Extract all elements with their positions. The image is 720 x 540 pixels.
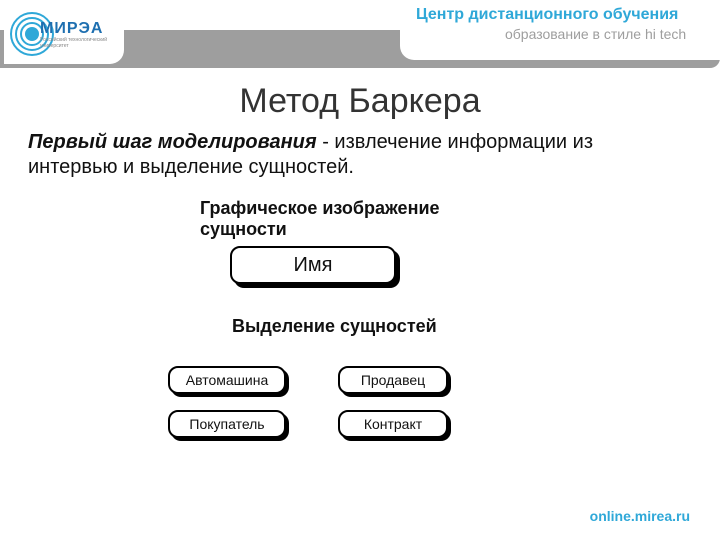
intro-paragraph: Первый шаг моделирования - извлечение ин… bbox=[28, 130, 668, 180]
header-subtitle: образование в стиле hi tech bbox=[505, 26, 686, 42]
header-title: Центр дистанционного обучения bbox=[416, 6, 678, 24]
entity-box-1: Продавец bbox=[338, 366, 448, 394]
entity-label-1: Продавец bbox=[361, 372, 425, 388]
entity-label-0: Автомашина bbox=[186, 372, 269, 388]
logo: МИРЭА Российский технологический универс… bbox=[4, 4, 124, 64]
entity-label-2: Покупатель bbox=[189, 416, 264, 432]
entity-label-3: Контракт bbox=[364, 416, 422, 432]
entity-main: Имя bbox=[230, 246, 396, 284]
footer-url: online.mirea.ru bbox=[590, 508, 690, 524]
intro-bold: Первый шаг моделирования bbox=[28, 131, 317, 153]
slide-title: Метод Баркера bbox=[0, 82, 720, 121]
entity-box-0: Автомашина bbox=[168, 366, 286, 394]
logo-subtext: Российский технологический университет bbox=[40, 38, 124, 49]
label-graphic-entity: Графическое изображение сущности bbox=[200, 198, 500, 239]
logo-text: МИРЭА bbox=[40, 20, 103, 38]
header-bar: Центр дистанционного обучения образовани… bbox=[0, 0, 720, 62]
entity-box-2: Покупатель bbox=[168, 410, 286, 438]
entity-box-3: Контракт bbox=[338, 410, 448, 438]
label-entity-selection: Выделение сущностей bbox=[232, 316, 472, 337]
entity-main-label: Имя bbox=[294, 254, 333, 277]
